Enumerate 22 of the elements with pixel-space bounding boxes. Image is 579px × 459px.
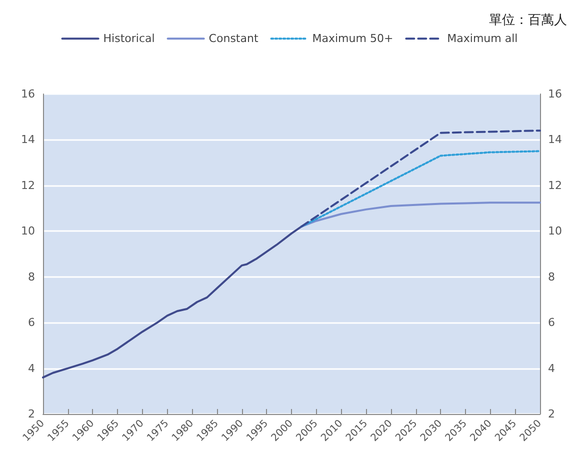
y-tick-label: 6 — [28, 316, 35, 330]
y-tick-label: 8 — [28, 270, 35, 284]
y2-tick-label: 16 — [548, 88, 562, 100]
y-tick-label: 12 — [21, 178, 35, 192]
y-tick-label: 16 — [21, 88, 35, 100]
y-tick-label: 14 — [21, 133, 35, 146]
legend-label: Maximum 50+ — [312, 32, 394, 46]
y2-tick-label: 4 — [548, 362, 555, 375]
legend-label: Constant — [208, 32, 259, 46]
y2-tick-label: 2 — [548, 408, 555, 420]
legend-label: Maximum all — [447, 32, 518, 46]
line-series — [300, 150, 541, 228]
y-tick-label: 10 — [21, 224, 35, 238]
y2-tick-label: 6 — [548, 316, 555, 330]
y-tick-label: 4 — [28, 362, 35, 375]
legend-label: Historical — [103, 32, 155, 46]
y-tick-label: 2 — [28, 408, 35, 420]
y2-tick-label: 12 — [548, 178, 562, 192]
y2-tick-label: 14 — [548, 133, 562, 146]
y2-tick-label: 8 — [548, 270, 555, 284]
text: 單位：百萬人 — [489, 13, 567, 28]
y2-tick-label: 10 — [548, 224, 562, 238]
